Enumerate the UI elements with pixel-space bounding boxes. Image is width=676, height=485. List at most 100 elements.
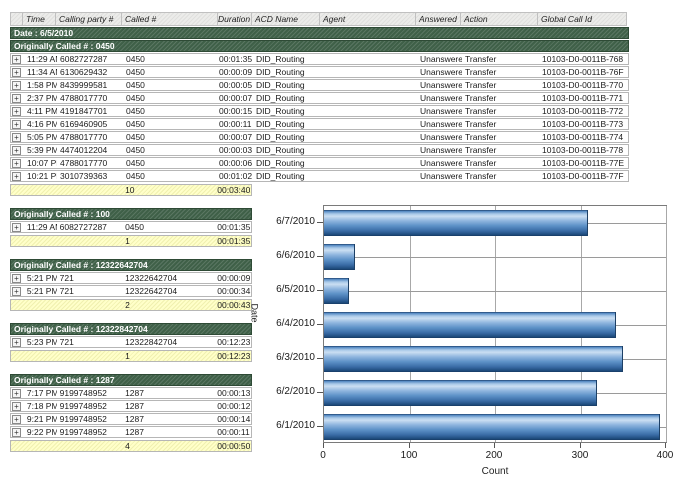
cell-duration: 00:00:09 <box>217 273 251 283</box>
expand-icon[interactable]: + <box>12 402 21 411</box>
table-row[interactable]: +5:39 PM 4474012204 0450 00:00:03 DID_Routin… <box>10 144 629 156</box>
cell-time: 1:58 PM <box>27 80 57 90</box>
column-header-action[interactable]: Action <box>461 12 538 26</box>
summary-total-duration: 00:12:23 <box>217 351 251 361</box>
count-bar <box>324 244 355 270</box>
cell-acd-name: DID_Routing <box>256 80 305 90</box>
call-group: Originally Called # : 100+11:29 AM608272… <box>10 208 629 247</box>
expand-icon[interactable]: + <box>12 428 21 437</box>
summary-total-duration: 00:00:50 <box>217 441 251 451</box>
cell-calling-party: 4788017770 <box>60 132 108 142</box>
cell-called: 0450 <box>126 145 145 155</box>
expand-icon[interactable]: + <box>12 223 21 232</box>
cell-action: Transfer <box>465 80 497 90</box>
column-header-time[interactable]: Time <box>23 12 56 26</box>
cell-time: 11:29 AM <box>27 54 57 64</box>
y-axis-tick-mark <box>317 222 323 223</box>
expand-icon[interactable]: + <box>12 172 21 181</box>
cell-calling-party: 721 <box>59 273 74 283</box>
cell-duration: 00:00:34 <box>217 286 251 296</box>
cell-action: Transfer <box>465 93 497 103</box>
cell-time: 4:11 PM <box>27 106 57 116</box>
cell-answered: Unanswered <box>420 119 462 129</box>
chart-plot-area <box>323 205 667 443</box>
date-group-band: Date : 6/5/2010 <box>10 27 629 39</box>
chart-x-axis-title: Count <box>481 466 509 477</box>
table-row[interactable]: +7:17 PM 9199748952 1287 00:00:13 <box>10 387 252 399</box>
group-header-band: Originally Called # : 12322642704 <box>10 259 252 271</box>
cell-duration: 00:00:07 <box>219 132 253 142</box>
cell-duration: 00:01:02 <box>219 171 253 181</box>
table-row[interactable]: +9:22 PM 9199748952 1287 00:00:11 <box>10 426 252 438</box>
cell-duration: 00:00:06 <box>219 158 253 168</box>
table-row[interactable]: +5:05 PM 4788017770 0450 00:00:07 DID_Routin… <box>10 131 629 143</box>
cell-duration: 00:00:07 <box>219 93 253 103</box>
expand-icon[interactable]: + <box>12 120 21 129</box>
expand-icon[interactable]: + <box>12 107 21 116</box>
column-header-calling-party[interactable]: Calling party # <box>56 12 122 26</box>
expand-icon[interactable]: + <box>12 81 21 90</box>
call-group: Originally Called # : 0450+11:29 AM60827… <box>10 40 629 196</box>
expand-icon[interactable]: + <box>12 133 21 142</box>
table-row[interactable]: +1:58 PM 8439999581 0450 00:00:05 DID_Routin… <box>10 79 629 91</box>
expand-icon[interactable]: + <box>12 55 21 64</box>
expand-icon[interactable]: + <box>12 389 21 398</box>
expand-icon[interactable]: + <box>12 415 21 424</box>
table-row[interactable]: +4:16 PM 6169460905 0450 00:00:11 DID_Routin… <box>10 118 629 130</box>
cell-calling-party: 9199748952 <box>59 414 107 424</box>
column-header-answered[interactable]: Answered <box>416 12 461 26</box>
expand-cell: + <box>11 106 24 116</box>
column-header-agent[interactable]: Agent <box>320 12 416 26</box>
expand-cell: + <box>11 427 24 437</box>
column-header-called[interactable]: Called # <box>122 12 218 26</box>
cell-called: 1287 <box>125 401 144 411</box>
expand-icon[interactable]: + <box>12 68 21 77</box>
expand-cell: + <box>11 93 24 103</box>
column-header-duration[interactable]: Duration <box>218 12 252 26</box>
y-axis-tick-label: 6/7/2010 <box>276 216 315 227</box>
cell-calling-party: 721 <box>59 337 74 347</box>
table-row[interactable]: +5:23 PM 721 12322842704 00:12:23 <box>10 336 252 348</box>
y-axis-tick-label: 6/2/2010 <box>276 386 315 397</box>
cell-calling-party: 6082727287 <box>59 222 107 232</box>
group-header-band: Originally Called # : 1287 <box>10 374 252 386</box>
y-axis-tick-mark <box>317 256 323 257</box>
expand-cell: + <box>11 119 24 129</box>
table-row[interactable]: +4:11 PM 4191847701 0450 00:00:15 DID_Routin… <box>10 105 629 117</box>
y-gridline <box>324 257 666 258</box>
x-axis-tick-label: 400 <box>656 450 674 461</box>
cell-calling-party: 9199748952 <box>59 401 107 411</box>
table-row[interactable]: +11:29 AM6082727287 0450 00:01:35DID_Routi… <box>10 53 629 65</box>
expand-icon[interactable]: + <box>12 287 21 296</box>
expand-icon[interactable]: + <box>12 338 21 347</box>
expand-icon[interactable]: + <box>12 146 21 155</box>
cell-calling-party: 4191847701 <box>60 106 108 116</box>
expand-icon[interactable]: + <box>12 274 21 283</box>
cell-acd-name: DID_Routing <box>256 132 305 142</box>
column-header-global-call-id[interactable]: Global Call Id <box>538 12 627 26</box>
cell-called: 0450 <box>126 119 145 129</box>
table-row[interactable]: +11:29 AM6082727287 0450 00:01:35 <box>10 221 252 233</box>
table-row[interactable]: +11:34 AM6130629432 0450 00:00:09DID_Routi… <box>10 66 629 78</box>
cell-calling-party: 4474012204 <box>60 145 108 155</box>
cell-action: Transfer <box>465 119 497 129</box>
expand-icon[interactable]: + <box>12 94 21 103</box>
cell-answered: Unanswered <box>420 132 462 142</box>
table-row[interactable]: +10:21 PM3010739363 0450 00:01:02DID_Routi… <box>10 170 629 182</box>
expand-icon[interactable]: + <box>12 159 21 168</box>
table-row[interactable]: +9:21 PM 9199748952 1287 00:00:14 <box>10 413 252 425</box>
cell-acd-name: DID_Routing <box>256 54 305 64</box>
cell-action: Transfer <box>465 132 497 142</box>
table-row[interactable]: +7:18 PM 9199748952 1287 00:00:12 <box>10 400 252 412</box>
summary-total-duration: 00:00:43 <box>217 300 251 310</box>
cell-time: 11:34 AM <box>27 67 57 77</box>
cell-time: 5:39 PM <box>27 145 57 155</box>
table-row[interactable]: +5:21 PM 721 12322642704 00:00:34 <box>10 285 252 297</box>
x-axis-tick-label: 100 <box>400 450 418 461</box>
column-header-acd-name[interactable]: ACD Name <box>252 12 320 26</box>
table-row[interactable]: +2:37 PM 4788017770 0450 00:00:07 DID_Routin… <box>10 92 629 104</box>
cell-time: 7:18 PM <box>26 401 57 411</box>
cell-acd-name: DID_Routing <box>256 171 305 181</box>
table-row[interactable]: +5:21 PM 721 12322642704 00:00:09 <box>10 272 252 284</box>
